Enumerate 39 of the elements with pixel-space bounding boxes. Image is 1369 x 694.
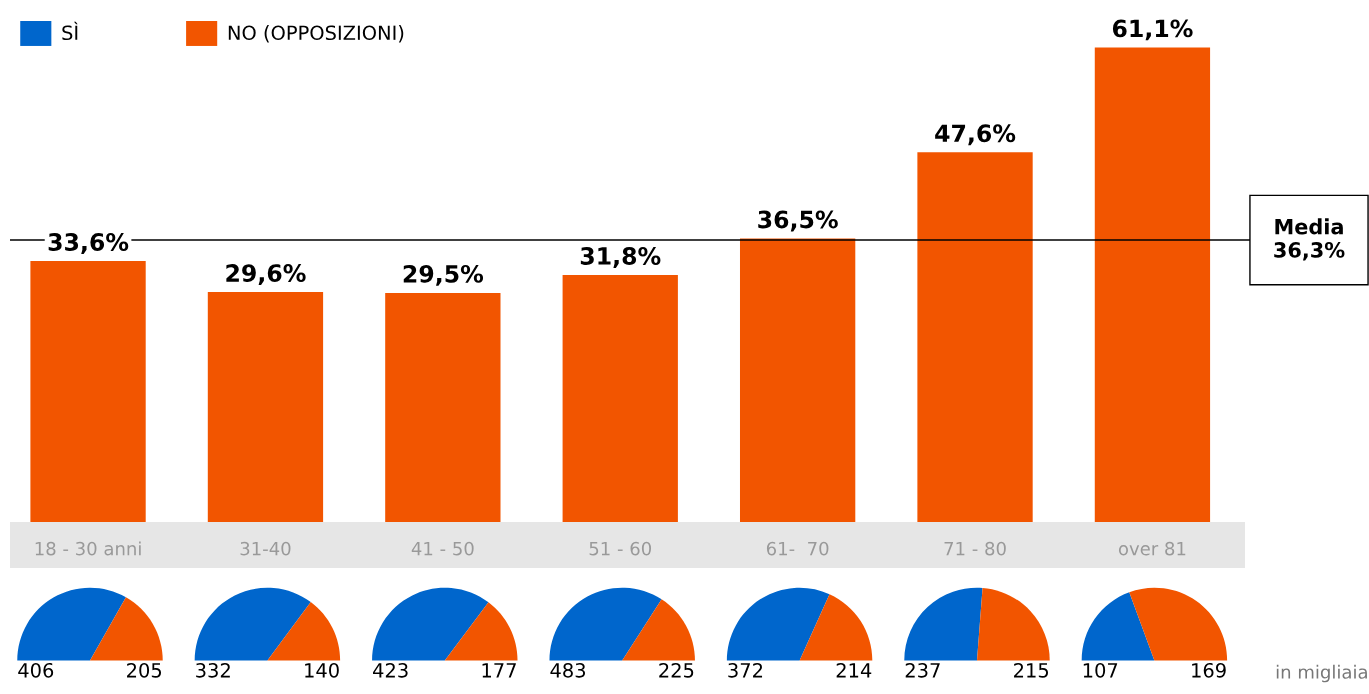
data-label: 47,6% [935, 124, 1016, 146]
data-label: 140 [305, 662, 339, 678]
x-tick-label: 31-40 [240, 541, 291, 556]
data-label: 423 [373, 662, 408, 678]
data-label: 215 [1014, 662, 1049, 678]
data-label: 205 [127, 662, 162, 678]
data-label: 29,6% [226, 264, 306, 285]
data-label: 406 [18, 662, 54, 678]
x-tick-label: 51 - 60 [589, 541, 652, 556]
data-label: 372 [728, 662, 763, 678]
bar [917, 152, 1033, 522]
data-label: 107 [1083, 662, 1118, 678]
bar [739, 238, 856, 522]
data-label: 225 [659, 662, 694, 678]
data-label: 332 [196, 662, 230, 678]
data-label: 214 [836, 662, 872, 678]
data-label: 36,5% [758, 210, 838, 232]
x-tick-label: over 81 [1118, 541, 1186, 556]
text: in migliaia [1276, 664, 1367, 683]
x-tick-label: 71 - 80 [944, 541, 1006, 556]
data-label: 33,6% [48, 233, 129, 254]
data-label: 483 [550, 662, 586, 678]
data-label: 61,1% [1112, 19, 1193, 41]
bar [207, 292, 324, 522]
data-label: 177 [482, 663, 516, 678]
data-label: 29,5% [403, 264, 484, 286]
ref-line-label: Media 36,3% [1274, 218, 1345, 261]
legend-label: NO (OPPOSIZIONI) [228, 25, 404, 43]
bar [30, 261, 146, 522]
bar [1094, 47, 1211, 522]
data-label: 31,8% [580, 247, 661, 268]
bar [385, 292, 501, 522]
x-tick-label: 18 - 30 anni [35, 541, 141, 556]
data-label: 237 [905, 662, 940, 678]
legend-label: SÌ [62, 21, 78, 41]
x-tick-label: 41 - 50 [411, 541, 474, 556]
x-tick-label: 61- 70 [766, 541, 829, 556]
data-label: 169 [1192, 662, 1226, 678]
bar [562, 275, 678, 522]
